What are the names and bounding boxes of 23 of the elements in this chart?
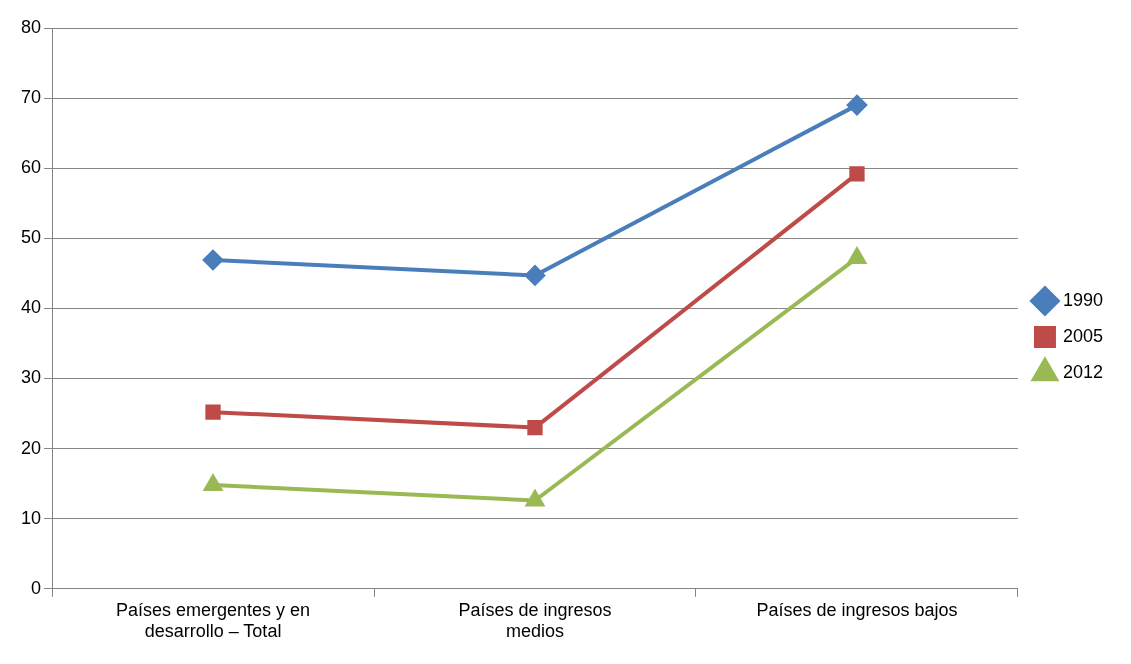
- legend-label: 2012: [1062, 361, 1103, 382]
- y-tick-label: 10: [20, 507, 42, 528]
- x-tick-label: Países de ingresos bajos: [756, 599, 958, 620]
- y-tick-label: 70: [20, 87, 42, 108]
- y-tick-label: 20: [20, 437, 42, 458]
- legend-label: 2005: [1062, 325, 1103, 346]
- point: [846, 95, 867, 116]
- legend-label: 1990: [1062, 289, 1103, 310]
- x-tick-label: Países de ingresos medios: [458, 599, 612, 642]
- point: [204, 475, 222, 492]
- x-tick-label: Países emergentes y en desarrollo – Total: [115, 599, 311, 642]
- point: [527, 419, 543, 436]
- point: [205, 404, 221, 420]
- y-tick-label: 30: [20, 367, 42, 388]
- y-tick-label: 80: [20, 16, 42, 37]
- point: [849, 166, 865, 182]
- y-tick-label: 60: [20, 157, 42, 178]
- y-tick-label: 0: [31, 577, 42, 598]
- point: [203, 250, 224, 271]
- y-tick-label: 50: [20, 227, 42, 248]
- point: [526, 490, 544, 507]
- point: [524, 265, 545, 286]
- y-tick-label: 40: [20, 297, 42, 318]
